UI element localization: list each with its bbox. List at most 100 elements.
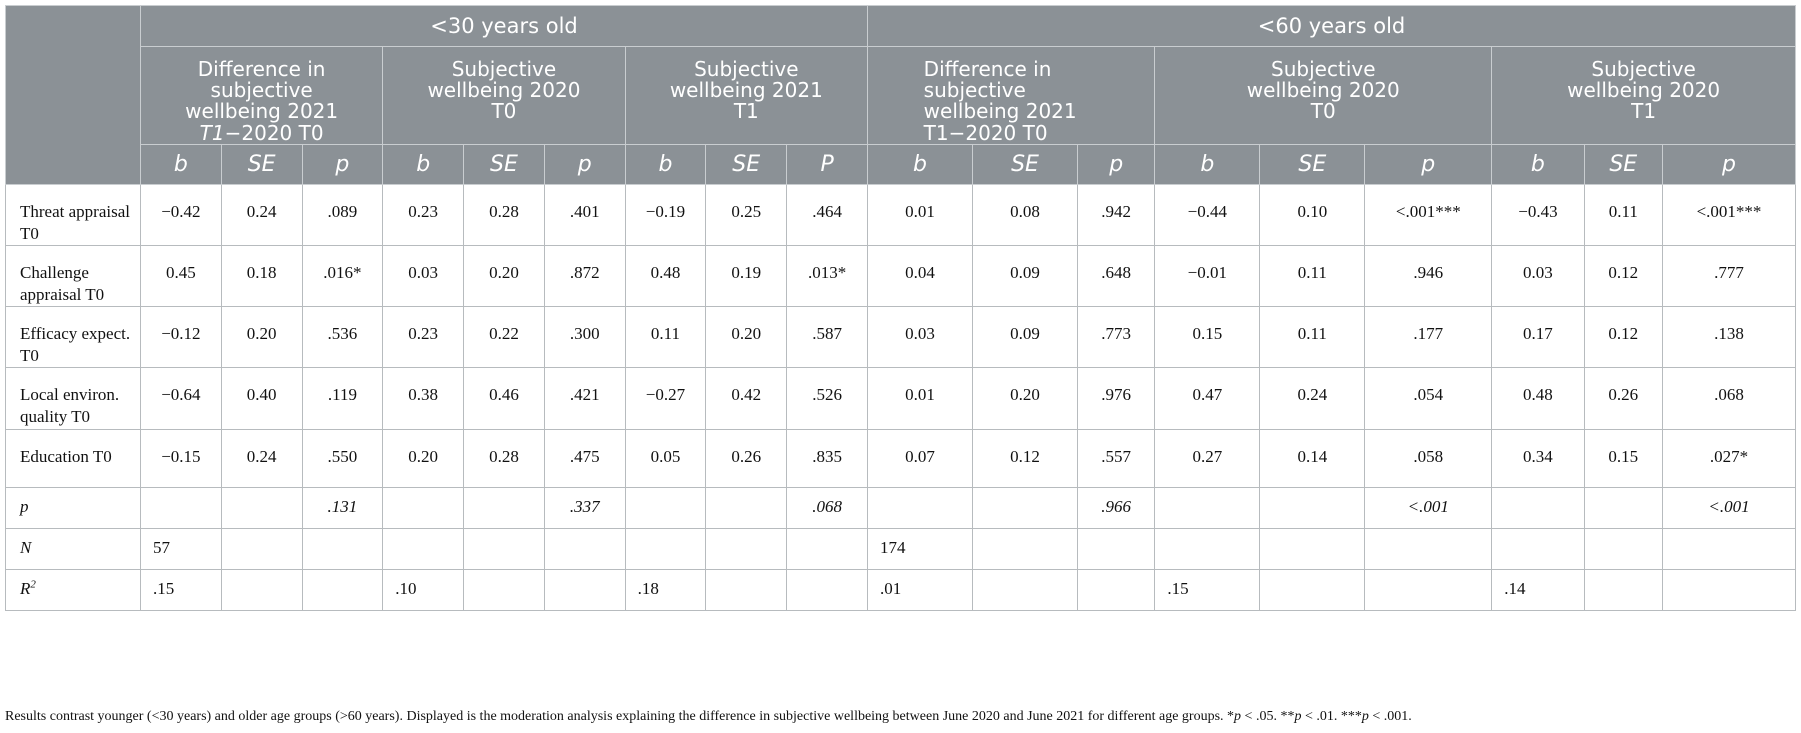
table-cell: 0.24 xyxy=(220,428,303,488)
row-label: Education T0 xyxy=(5,428,141,488)
table-cell: 0.27 xyxy=(1154,428,1261,488)
stat-header: p xyxy=(1662,143,1796,185)
header-corner xyxy=(5,5,141,185)
row-label: Local environ. quality T0 xyxy=(5,367,141,430)
table-cell: 0.12 xyxy=(972,428,1079,488)
table-cell: .089 xyxy=(301,183,384,246)
table-cell xyxy=(624,486,707,529)
table-cell xyxy=(972,486,1079,529)
table-cell: <.001 xyxy=(1364,486,1493,529)
table-cell: .966 xyxy=(1077,486,1156,529)
table-cell xyxy=(543,527,626,570)
table-cell xyxy=(463,486,545,529)
table-cell xyxy=(972,527,1079,570)
table-cell: 0.26 xyxy=(705,428,788,488)
table-cell: 0.20 xyxy=(220,306,303,369)
table-cell: 57 xyxy=(140,527,222,570)
table-cell: 0.11 xyxy=(1259,306,1366,369)
table-cell: <.001*** xyxy=(1662,183,1796,246)
table-cell xyxy=(1583,486,1664,529)
stat-header: SE xyxy=(1583,143,1664,185)
table-cell xyxy=(972,568,1079,611)
table-row: Challenge appraisal T0 0.45 0.18.016* 0.03 0… xyxy=(5,244,1796,308)
table-cell xyxy=(1491,527,1585,570)
table-cell xyxy=(543,568,626,611)
table-row-n: N 57 174 xyxy=(5,527,1796,570)
table-cell xyxy=(1154,486,1261,529)
table-cell: −0.19 xyxy=(624,183,707,246)
table-cell xyxy=(1259,486,1366,529)
table-cell: 0.03 xyxy=(1491,244,1585,308)
table-cell: −0.44 xyxy=(1154,183,1261,246)
table-cell: 0.42 xyxy=(705,367,788,430)
table-row-r2: R2.15.10.18.01.15.14 xyxy=(5,568,1796,611)
table-cell: 0.01 xyxy=(867,183,974,246)
table-cell: 0.15 xyxy=(1154,306,1261,369)
row-label: N xyxy=(5,527,141,570)
table-cell xyxy=(463,568,545,611)
table-cell: −0.42 xyxy=(140,183,222,246)
row-label: Threat appraisal T0 xyxy=(5,183,141,246)
table-cell: 0.22 xyxy=(463,306,545,369)
table-cell: .01 xyxy=(867,568,974,611)
table-cell: .536 xyxy=(301,306,384,369)
table-cell: .058 xyxy=(1364,428,1493,488)
table-cell: 0.11 xyxy=(624,306,707,369)
table-cell: −0.01 xyxy=(1154,244,1261,308)
table-cell xyxy=(705,527,788,570)
stat-header: SE xyxy=(220,143,303,185)
table-cell: .401 xyxy=(543,183,626,246)
table-cell: 0.03 xyxy=(867,306,974,369)
table-cell: 0.07 xyxy=(867,428,974,488)
table-cell: .15 xyxy=(1154,568,1261,611)
table-cell: 0.40 xyxy=(220,367,303,430)
table-cell: .138 xyxy=(1662,306,1796,369)
row-label: R2 xyxy=(5,568,141,611)
table-cell: 0.12 xyxy=(1583,306,1664,369)
table-caption: Results contrast younger (<30 years) and… xyxy=(5,709,1412,724)
stat-header: SE xyxy=(705,143,788,185)
table-cell xyxy=(705,486,788,529)
table-cell xyxy=(867,486,974,529)
table-cell: 0.34 xyxy=(1491,428,1585,488)
table-row-p: p .131 .337 .068 .966 <.001 <.001 xyxy=(5,486,1796,529)
table-cell xyxy=(1259,568,1366,611)
stat-header: b xyxy=(1154,143,1261,185)
table-cell: 0.46 xyxy=(463,367,545,430)
table-cell: 0.20 xyxy=(705,306,788,369)
table-cell: .475 xyxy=(543,428,626,488)
group-header-under-30: <30 years old xyxy=(139,5,869,47)
table-cell: .464 xyxy=(786,183,869,246)
stat-header: P xyxy=(786,143,869,185)
stat-header: b xyxy=(624,143,707,185)
table-cell: .872 xyxy=(543,244,626,308)
subheader-swb-2020-old: Subjective wellbeing 2020 T0 xyxy=(1154,46,1493,145)
subheader-swb-2020-young: Subjective wellbeing 2020 T0 xyxy=(382,46,626,145)
table-cell: 0.28 xyxy=(463,428,545,488)
table-cell: 0.26 xyxy=(1583,367,1664,430)
table-cell: .027* xyxy=(1662,428,1796,488)
table-cell: 0.45 xyxy=(140,244,222,308)
table-cell: .177 xyxy=(1364,306,1493,369)
table-cell xyxy=(1662,568,1796,611)
table-cell: 0.24 xyxy=(1259,367,1366,430)
table-cell: 0.25 xyxy=(705,183,788,246)
table-cell: 174 xyxy=(867,527,974,570)
table-cell xyxy=(140,486,222,529)
row-label: Efficacy expect. T0 xyxy=(5,306,141,369)
table-cell: −0.15 xyxy=(140,428,222,488)
table-row: Threat appraisal T0 −0.42 0.24.089 0.23 0.28… xyxy=(5,183,1796,246)
table-cell xyxy=(301,568,384,611)
table-cell: .946 xyxy=(1364,244,1493,308)
table-cell: 0.20 xyxy=(382,428,465,488)
table-cell: .550 xyxy=(301,428,384,488)
table-cell: .14 xyxy=(1491,568,1585,611)
table-cell xyxy=(1364,568,1493,611)
table-cell: 0.01 xyxy=(867,367,974,430)
table-cell: 0.17 xyxy=(1491,306,1585,369)
subheader-difference-old: Difference in subjective wellbeing 2021 … xyxy=(867,46,1156,145)
table-cell xyxy=(220,568,303,611)
table-cell xyxy=(786,568,869,611)
group-header-under-60: <60 years old xyxy=(867,5,1796,47)
table-cell: 0.10 xyxy=(1259,183,1366,246)
